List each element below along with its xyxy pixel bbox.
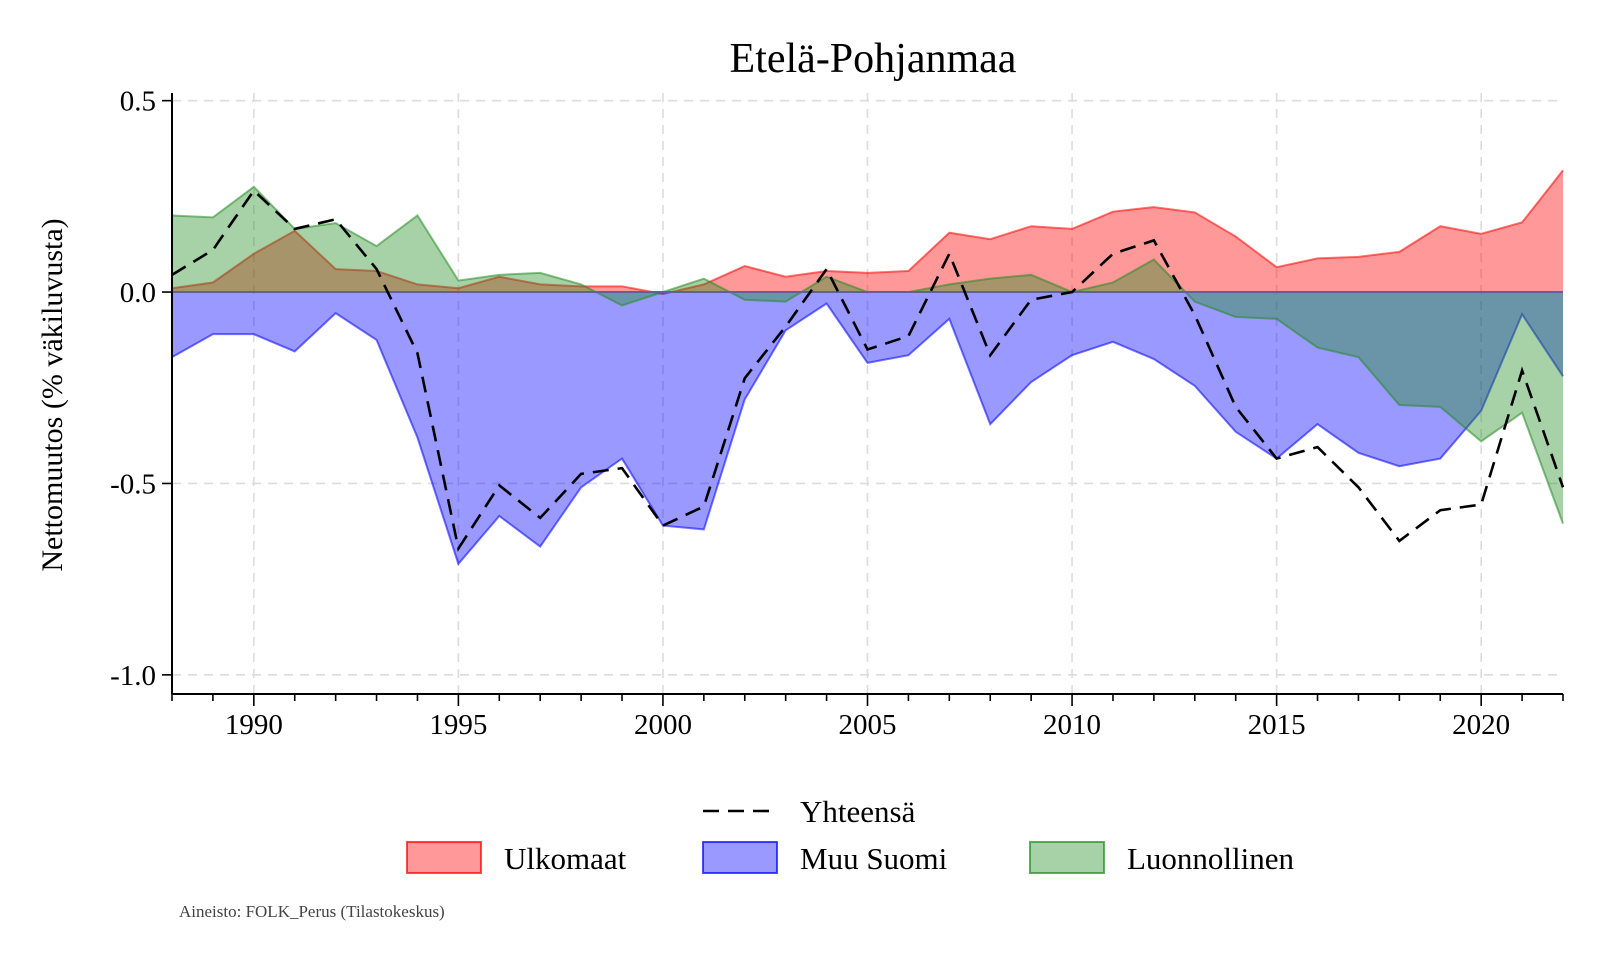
y-tick-label-1: 0.0 <box>120 277 156 309</box>
x-tick-labels: 1990 1995 2000 2005 2010 2015 2020 <box>225 709 1510 741</box>
x-tick-label-2015: 2015 <box>1248 709 1306 741</box>
x-tick-label-2020: 2020 <box>1452 709 1510 741</box>
area-edge-muu-suomi <box>171 302 1564 566</box>
y-tick-label-3: -1.0 <box>110 660 156 692</box>
source-note: Aineisto: FOLK_Perus (Tilastokeskus) <box>179 902 445 921</box>
area-muu-suomi <box>172 292 1563 564</box>
total-line <box>171 188 1565 552</box>
y-axis-label: Nettomuutos (% väkiluvusta) <box>36 218 69 571</box>
legend-label-luonnollinen: Luonnollinen <box>1127 841 1295 876</box>
legend-swatch-muu-suomi <box>702 841 778 874</box>
legend-swatch-luonnollinen <box>1029 841 1105 874</box>
legend-swatch-ulkomaat <box>406 841 482 874</box>
chart-title: Etelä-Pohjanmaa <box>730 36 1017 82</box>
y-tick-labels: 0.5 0.0 -0.5 -1.0 <box>110 86 172 692</box>
area-ulkomaat <box>172 170 1563 294</box>
x-tick-label-1995: 1995 <box>429 709 487 741</box>
y-tick-label-2: -0.5 <box>110 468 156 500</box>
y-tick-label-0: 0.5 <box>120 86 156 118</box>
axes <box>171 93 1564 706</box>
x-tick-label-2000: 2000 <box>634 709 692 741</box>
x-tick-label-2005: 2005 <box>839 709 897 741</box>
x-tick-label-2010: 2010 <box>1043 709 1101 741</box>
line-yhteensa <box>171 188 1565 552</box>
legend-label-muu-suomi: Muu Suomi <box>800 841 948 876</box>
area-edge-ulkomaat <box>171 169 1564 295</box>
legend: Yhteensä Ulkomaat Muu Suomi Luonnollinen <box>406 794 1295 876</box>
x-tick-label-1990: 1990 <box>225 709 283 741</box>
legend-label-yhteensa: Yhteensä <box>800 794 916 829</box>
legend-label-ulkomaat: Ulkomaat <box>504 841 627 876</box>
